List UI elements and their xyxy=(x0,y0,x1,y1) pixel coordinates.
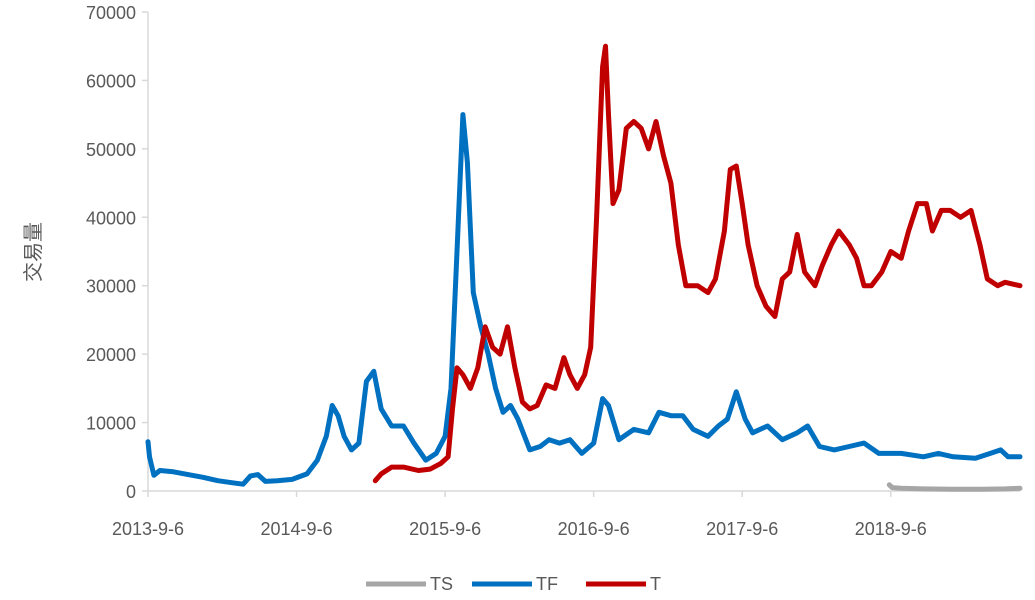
y-tick-label: 30000 xyxy=(86,277,136,297)
y-tick-label: 40000 xyxy=(86,208,136,228)
y-tick-label: 60000 xyxy=(86,71,136,91)
y-tick-label: 20000 xyxy=(86,345,136,365)
y-tick-label: 10000 xyxy=(86,414,136,434)
y-tick-label: 0 xyxy=(126,482,136,502)
y-tick-label: 50000 xyxy=(86,140,136,160)
x-tick-label: 2014-9-6 xyxy=(261,519,333,539)
legend-label-ts: TS xyxy=(430,574,453,594)
series-line-ts xyxy=(886,482,1023,492)
x-tick-label: 2016-9-6 xyxy=(558,519,630,539)
legend-label-t: T xyxy=(650,574,661,594)
x-tick-label: 2018-9-6 xyxy=(855,519,927,539)
series-line-t xyxy=(372,43,1023,484)
legend-label-tf: TF xyxy=(536,574,558,594)
series-line-tf xyxy=(145,112,1023,487)
x-tick-label: 2013-9-6 xyxy=(112,519,184,539)
legend: TS TF T xyxy=(366,574,661,594)
y-tick-label: 70000 xyxy=(86,3,136,23)
x-tick-label: 2017-9-6 xyxy=(706,519,778,539)
x-tick-label: 2015-9-6 xyxy=(409,519,481,539)
y-axis-label: 交易量 xyxy=(21,222,45,282)
